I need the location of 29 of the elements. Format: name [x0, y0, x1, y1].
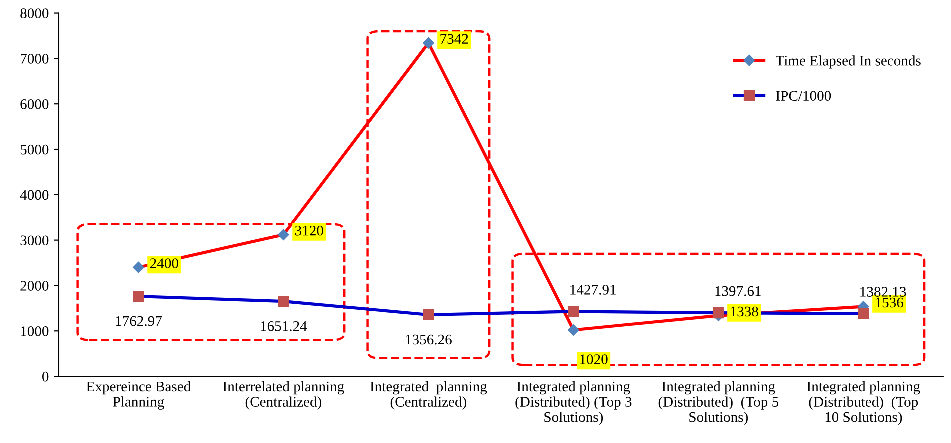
x-tick-label: Interrelated planning (Centralized) — [223, 381, 344, 410]
data-label: 3120 — [296, 226, 324, 236]
data-label: 1020 — [580, 354, 608, 364]
data-label: 1762.97 — [116, 316, 162, 326]
y-tick-label: 5000 — [20, 144, 49, 155]
x-tick-label: Integrated planning (Distributed) (Top 5 Solutions) — [658, 381, 779, 426]
data-label: 1356.26 — [406, 334, 452, 345]
x-tick-label: Integrated planning (Distributed) (Top 3 Solutions) — [516, 381, 632, 426]
y-tick-label: 2000 — [20, 281, 49, 291]
data-label: 1338 — [731, 306, 758, 317]
x-tick-label: Expereince Based Planning — [86, 381, 191, 410]
y-tick-label: 6000 — [20, 99, 49, 110]
y-tick-label: 4000 — [20, 190, 49, 200]
legend-label: Time Elapsed In seconds — [776, 56, 921, 69]
y-tick-label: 3000 — [20, 236, 49, 246]
y-tick-label: 7000 — [21, 54, 49, 64]
x-tick-label: Integrated planning (Centralized) — [370, 381, 488, 410]
data-label: 1651.24 — [261, 321, 308, 332]
x-tick-label: Integrated planning (Distributed) (Top 10 Solutions) — [807, 381, 920, 426]
data-label: 1536 — [876, 298, 904, 308]
legend-label: IPC/1000 — [776, 91, 832, 102]
data-label: 1397.61 — [716, 286, 761, 296]
data-label: 7342 — [440, 34, 468, 44]
data-label: 1427.91 — [570, 285, 616, 295]
y-tick-label: 8000 — [20, 8, 49, 18]
y-tick-label: 0 — [42, 372, 49, 382]
data-label: 1382.13 — [860, 287, 906, 298]
data-label: 2400 — [150, 258, 178, 268]
y-tick-label: 1000 — [21, 326, 49, 336]
